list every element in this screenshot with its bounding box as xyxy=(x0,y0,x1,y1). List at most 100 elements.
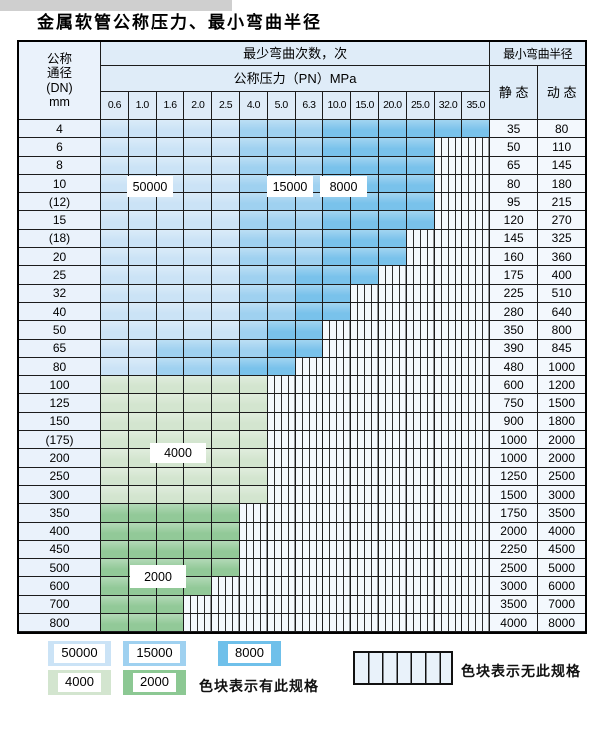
legend-chip-15000-label: 15000 xyxy=(129,644,180,663)
cell-cycles-4000 xyxy=(184,467,213,486)
cell-no-spec xyxy=(406,614,435,633)
cell-cycles-50000 xyxy=(128,339,157,358)
cell-cycles-8000 xyxy=(351,120,379,139)
cell-cycles-50000 xyxy=(184,156,213,175)
cell-no-spec xyxy=(351,485,379,505)
cell-cycles-15000 xyxy=(267,120,296,139)
cell-cycles-2000 xyxy=(212,540,240,560)
cell-cycles-2000 xyxy=(184,559,213,578)
cell-no-spec xyxy=(406,248,435,267)
cell-no-spec xyxy=(239,559,268,578)
cell-cycles-2000 xyxy=(184,504,213,523)
bend-cycles-header: 最少弯曲次数，次 xyxy=(101,42,491,66)
cell-no-spec xyxy=(378,321,407,340)
cell-cycles-50000 xyxy=(101,284,129,303)
cell-cycles-50000 xyxy=(184,248,213,267)
cell-cycles-50000 xyxy=(212,229,240,249)
cell-cycles-4000 xyxy=(128,431,157,450)
cell-cycles-50000 xyxy=(128,266,157,285)
cell-no-spec xyxy=(434,577,463,596)
cell-no-spec xyxy=(462,540,491,560)
cell-cycles-15000 xyxy=(239,193,268,212)
zone-label-50000: 50000 xyxy=(127,176,173,197)
cell-cycles-50000 xyxy=(184,321,213,340)
dn-label: 6 xyxy=(19,138,101,157)
cell-cycles-15000 xyxy=(295,138,324,157)
cell-cycles-50000 xyxy=(156,302,185,322)
cell-no-spec xyxy=(239,614,268,633)
legend-has-spec-text: 色块表示有此规格 xyxy=(199,678,319,694)
cell-no-spec xyxy=(406,467,435,486)
dynamic-radius-value: 510 xyxy=(538,284,586,303)
dynamic-radius-value: 215 xyxy=(538,193,586,212)
cell-cycles-8000 xyxy=(323,138,352,157)
cell-cycles-8000 xyxy=(462,120,491,139)
cell-no-spec xyxy=(406,394,435,413)
cell-no-spec xyxy=(378,467,407,486)
dn-label: 4 xyxy=(19,120,101,139)
pressure-tick: 1.0 xyxy=(128,92,157,120)
cell-no-spec xyxy=(267,595,296,615)
cell-cycles-8000 xyxy=(323,248,352,267)
dynamic-radius-value: 110 xyxy=(538,138,586,157)
dn-label: 500 xyxy=(19,559,101,578)
cell-cycles-15000 xyxy=(267,284,296,303)
cell-cycles-8000 xyxy=(351,266,379,285)
dynamic-radius-value: 1500 xyxy=(538,394,586,413)
cell-cycles-15000 xyxy=(212,357,240,377)
cell-no-spec xyxy=(323,467,352,486)
cell-no-spec xyxy=(239,504,268,523)
cell-no-spec xyxy=(351,595,379,615)
dynamic-radius-value: 1800 xyxy=(538,412,586,432)
cell-cycles-50000 xyxy=(212,156,240,175)
dn-label: 25 xyxy=(19,266,101,285)
legend-no-spec-swatch xyxy=(353,651,453,685)
cell-no-spec xyxy=(239,577,268,596)
cell-no-spec xyxy=(462,467,491,486)
dn-label: 200 xyxy=(19,449,101,468)
dn-label: 250 xyxy=(19,467,101,486)
dn-label: 100 xyxy=(19,376,101,395)
cell-cycles-50000 xyxy=(128,138,157,157)
corner-header-dn: 公称 通径 (DN) mm xyxy=(19,42,101,120)
cell-no-spec xyxy=(351,302,379,322)
static-radius-value: 390 xyxy=(490,339,539,358)
static-radius-value: 1000 xyxy=(490,449,539,468)
cell-no-spec xyxy=(378,284,407,303)
legend-chip-50000-label: 50000 xyxy=(54,644,105,663)
cell-cycles-15000 xyxy=(239,321,268,340)
dynamic-radius-value: 2000 xyxy=(538,431,586,450)
legend-chip-50000: 50000 xyxy=(48,641,111,666)
cell-no-spec xyxy=(267,449,296,468)
cell-no-spec xyxy=(323,614,352,633)
cell-no-spec xyxy=(184,614,213,633)
cell-no-spec xyxy=(462,485,491,505)
static-radius-value: 160 xyxy=(490,248,539,267)
cell-no-spec xyxy=(295,467,324,486)
cell-cycles-50000 xyxy=(101,138,129,157)
cell-cycles-8000 xyxy=(351,138,379,157)
dynamic-radius-value: 360 xyxy=(538,248,586,267)
cell-no-spec xyxy=(462,339,491,358)
cell-cycles-15000 xyxy=(156,339,185,358)
cell-cycles-15000 xyxy=(295,229,324,249)
cell-cycles-50000 xyxy=(212,138,240,157)
static-radius-value: 80 xyxy=(490,174,539,194)
cell-no-spec xyxy=(434,504,463,523)
cell-cycles-8000 xyxy=(378,120,407,139)
cell-cycles-2000 xyxy=(128,540,157,560)
cell-cycles-4000 xyxy=(212,485,240,505)
cell-no-spec xyxy=(295,449,324,468)
cell-cycles-2000 xyxy=(128,522,157,541)
cell-cycles-4000 xyxy=(212,376,240,395)
dynamic-radius-value: 6000 xyxy=(538,577,586,596)
legend-chip-15000: 15000 xyxy=(123,641,186,666)
scan-artifact-strip xyxy=(0,0,232,11)
legend-chip-8000: 8000 xyxy=(218,641,281,666)
cell-no-spec xyxy=(295,504,324,523)
cell-no-spec xyxy=(406,302,435,322)
cell-cycles-50000 xyxy=(212,302,240,322)
cell-cycles-8000 xyxy=(295,266,324,285)
cell-no-spec xyxy=(378,357,407,377)
cell-cycles-8000 xyxy=(406,138,435,157)
